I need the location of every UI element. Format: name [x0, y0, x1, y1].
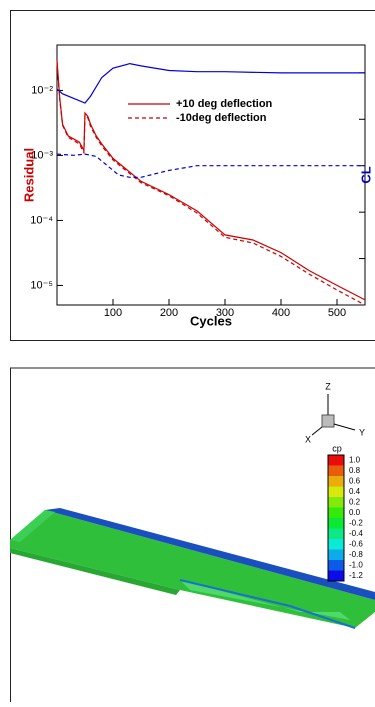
colorbar-label: 0.6: [349, 476, 361, 485]
colorbar-band: [328, 539, 344, 550]
series-line: [57, 60, 365, 300]
colorbar-band: [328, 560, 344, 571]
legend-label: +10 deg deflection: [176, 98, 273, 110]
y-tick-label: 10⁻⁵: [30, 279, 53, 291]
colorbar-label: -1.0: [349, 560, 363, 569]
colorbar-label: -1.2: [349, 571, 363, 580]
colorbar-label: 0.8: [349, 466, 361, 475]
panel-frame: [11, 11, 375, 341]
triad-label: Y: [359, 427, 365, 437]
colorbar-title: cp: [332, 443, 342, 453]
colorbar-band: [328, 550, 344, 561]
wing-surface: [10, 510, 375, 628]
colorbar-band: [328, 497, 344, 508]
y-tick-label: 10⁻²: [31, 84, 53, 96]
colorbar-label: 0.2: [349, 497, 361, 506]
series-line: [57, 154, 365, 177]
triad-label: X: [305, 434, 311, 444]
triad-cube: [322, 415, 334, 427]
colorbar-label: -0.8: [349, 550, 363, 559]
colorbar: 1.0 0.80.6 0.40.2 0.0-0.2 -0.4-0.6 -0.8-1.0 -1…: [328, 455, 363, 581]
triad-axis: [334, 424, 355, 430]
colorbar-band: [328, 571, 344, 582]
colorbar-band: [328, 455, 344, 466]
plot-frame: [57, 45, 365, 305]
colorbar-band: [328, 529, 344, 540]
colorbar-band: [328, 508, 344, 519]
colorbar-band: [328, 487, 344, 498]
colorbar-label: 0.4: [349, 487, 361, 496]
x-tick-label: 100: [104, 307, 122, 319]
triad-label: Z: [325, 381, 331, 391]
axis-triad: Z X Y: [305, 381, 365, 444]
colorbar-band: [328, 476, 344, 487]
x-tick-label: 400: [272, 307, 290, 319]
wing: [10, 508, 375, 628]
legend-label: -10deg deflection: [176, 112, 267, 124]
y-tick-label: 10⁻³: [31, 149, 53, 161]
y2-axis-label: CL: [358, 166, 373, 183]
colorbar-band: [328, 518, 344, 529]
x-tick-label: 500: [328, 307, 346, 319]
y-tick-label: 10⁻⁴: [30, 214, 53, 226]
triad-axis: [312, 427, 322, 435]
page: Cycles Residual CL Z X Y cp 1.00.80.60.4…: [0, 0, 375, 702]
x-tick-label: 300: [216, 307, 234, 319]
x-tick-label: 200: [160, 307, 178, 319]
colorbar-band: [328, 466, 344, 477]
colorbar-label: 1.0: [349, 455, 361, 464]
colorbar-label: 0.0: [349, 508, 361, 517]
colorbar-label: -0.2: [349, 518, 363, 527]
colorbar-label: -0.6: [349, 539, 363, 548]
colorbar-label: -0.4: [349, 529, 363, 538]
